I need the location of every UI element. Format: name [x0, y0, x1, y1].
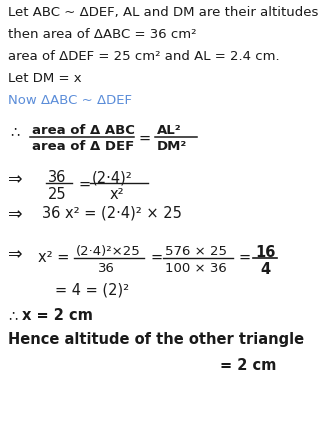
Text: = 2 cm: = 2 cm	[220, 358, 277, 373]
Text: area of Δ DEF: area of Δ DEF	[32, 140, 134, 153]
Text: =: =	[78, 177, 90, 192]
Text: 36: 36	[98, 262, 115, 275]
Text: Let DM = x: Let DM = x	[8, 72, 82, 85]
Text: then area of ΔABC = 36 cm²: then area of ΔABC = 36 cm²	[8, 28, 197, 41]
Text: x²: x²	[110, 187, 125, 202]
Text: =: =	[238, 250, 250, 265]
Text: area of Δ ABC: area of Δ ABC	[32, 124, 135, 137]
Text: AL²: AL²	[157, 124, 182, 137]
Text: 16: 16	[255, 245, 276, 260]
Text: ∴: ∴	[10, 124, 19, 139]
Text: Hence altitude of the other triangle: Hence altitude of the other triangle	[8, 332, 304, 347]
Text: 576 × 25: 576 × 25	[165, 245, 227, 258]
Text: 25: 25	[48, 187, 67, 202]
Text: 4: 4	[260, 262, 270, 277]
Text: 100 × 36: 100 × 36	[165, 262, 227, 275]
Text: (2·4)²×25: (2·4)²×25	[76, 245, 141, 258]
Text: = 4 = (2)²: = 4 = (2)²	[55, 282, 129, 297]
Text: 36 x² = (2·4)² × 25: 36 x² = (2·4)² × 25	[42, 205, 182, 220]
Text: area of ΔDEF = 25 cm² and AL = 2.4 cm.: area of ΔDEF = 25 cm² and AL = 2.4 cm.	[8, 50, 280, 63]
Text: Now ΔABC ~ ΔDEF: Now ΔABC ~ ΔDEF	[8, 94, 132, 107]
Text: Let ABC ~ ΔDEF, AL and DM are their altitudes: Let ABC ~ ΔDEF, AL and DM are their alti…	[8, 6, 319, 19]
Text: 36: 36	[48, 170, 67, 185]
Text: ⇒: ⇒	[8, 205, 23, 223]
Text: ⇒: ⇒	[8, 245, 23, 263]
Text: DM²: DM²	[157, 140, 187, 153]
Text: ∴: ∴	[8, 308, 17, 323]
Text: =: =	[150, 250, 162, 265]
Text: =: =	[138, 131, 150, 146]
Text: x = 2 cm: x = 2 cm	[22, 308, 93, 323]
Text: x² =: x² =	[38, 250, 69, 265]
Text: ⇒: ⇒	[8, 170, 23, 188]
Text: (2·4)²: (2·4)²	[92, 170, 133, 185]
